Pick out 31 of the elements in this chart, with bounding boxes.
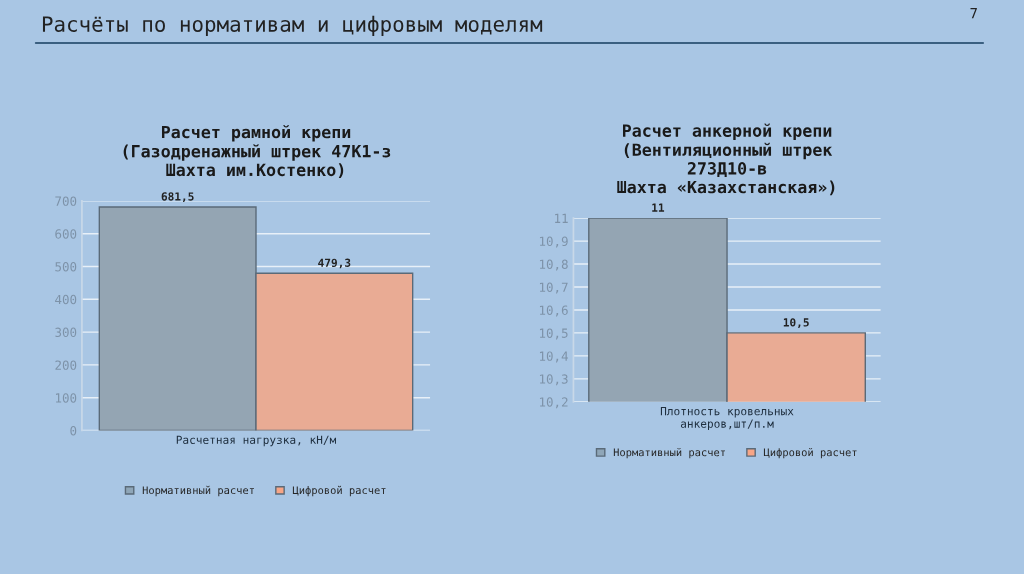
y-tick-label: 10,3 [539,374,568,386]
y-tick-label: 200 [55,360,77,370]
y-tick-label: 600 [55,229,77,239]
y-tick-label: 100 [55,393,77,403]
y-tick-label: 700 [55,196,77,206]
y-tick-label: 10,7 [539,282,568,294]
y-tick-label: 10,5 [539,328,568,340]
data-label: 479,3 [318,258,351,269]
legend-label: Нормативный расчет [142,485,254,497]
legend-label: Цифровой расчет [763,447,857,459]
chart-title: Расчет анкерной крепи (Вентиляционный штрек 273Д10-в Шахта «Казахстанская») [617,123,835,196]
y-tick-label: 10,2 [539,397,568,409]
y-tick-label: 10,6 [539,305,568,317]
legend-label: Цифровой расчет [292,485,386,497]
legend-label: Нормативный расчет [613,447,726,459]
data-label: 10,5 [783,318,809,328]
x-tick-label: Плотность кровельных анкеров,шт/п.м [660,407,794,430]
text: Расчёты по нормативам и цифровым моделям [42,15,543,36]
data-label: 11 [652,203,665,212]
y-tick-label: 11 [555,213,568,223]
y-tick-label: 300 [55,327,77,338]
y-tick-label: 0 [70,426,77,436]
y-tick-label: 10,9 [539,236,568,248]
text: 7 [970,8,977,19]
y-tick-label: 10,8 [539,259,568,271]
x-tick-label: Расчетная нагрузка, кН/м [176,435,336,447]
y-tick-label: 10,4 [539,351,568,363]
y-tick-label: 400 [55,294,77,305]
data-label: 681,5 [161,192,194,203]
chart-title: Расчет рамной крепи (Газодренажный штрек 47К1-з Шахта им.Костенко) [123,125,391,179]
y-tick-label: 500 [55,262,77,272]
